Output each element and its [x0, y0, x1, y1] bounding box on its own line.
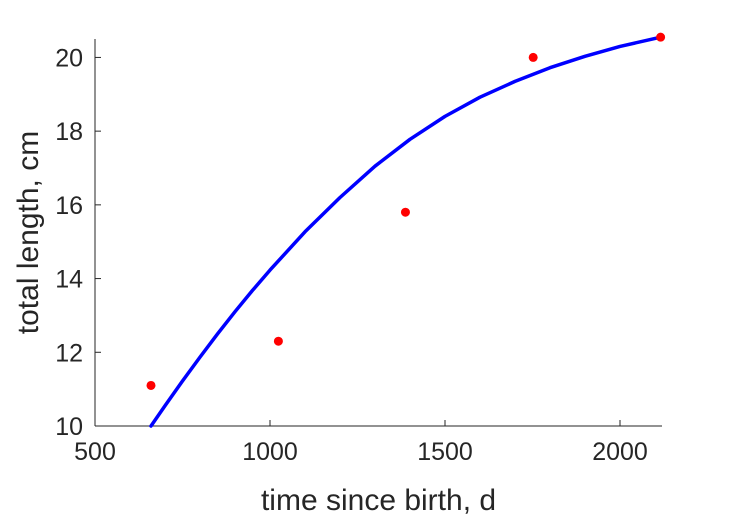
data-point	[400, 207, 410, 217]
x-tick-label: 500	[74, 438, 116, 466]
y-tick-label: 20	[55, 44, 83, 72]
data-point	[528, 52, 538, 62]
data-point	[146, 380, 156, 390]
fit-curve	[149, 35, 663, 428]
x-tick-label: 2000	[592, 438, 648, 466]
x-tick-label: 1000	[242, 438, 298, 466]
y-tick-label: 14	[55, 266, 83, 294]
y-tick-label: 10	[55, 413, 83, 441]
y-axis-label: total length, cm	[12, 131, 45, 334]
data-point	[656, 32, 666, 42]
x-axis-label: time since birth, d	[261, 484, 496, 517]
chart-marks	[146, 32, 666, 428]
axes: 500 1000 1500 2000 10 12 14 16 18 20	[55, 39, 662, 466]
y-tick-label: 18	[55, 118, 83, 146]
x-tick-label: 1500	[417, 438, 473, 466]
y-tick-label: 12	[55, 339, 83, 367]
data-point	[273, 336, 283, 346]
y-tick-label: 16	[55, 192, 83, 220]
